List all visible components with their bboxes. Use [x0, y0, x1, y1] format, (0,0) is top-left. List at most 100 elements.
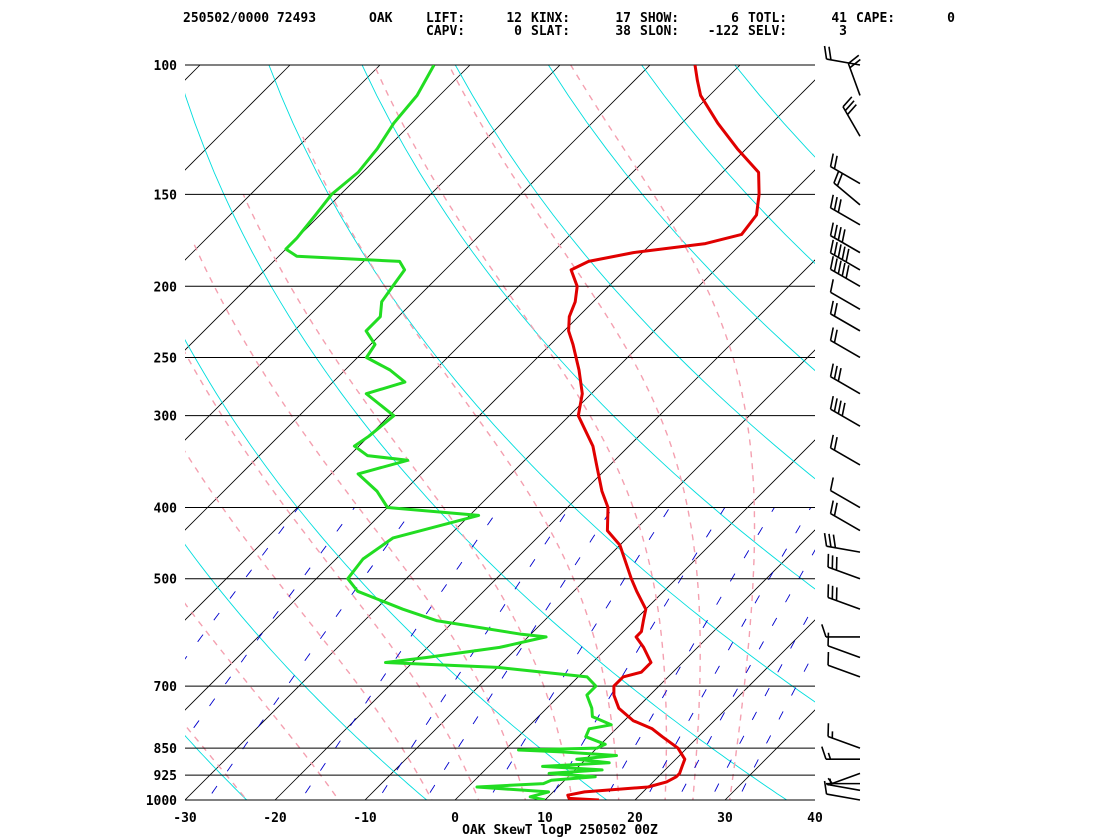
dry-adiabat-line [185, 338, 608, 800]
wind-barb-staff [847, 63, 861, 96]
temperature-tick-label: 30 [717, 811, 733, 826]
wind-barb-feather [837, 244, 842, 258]
wind-barb-feather [841, 402, 846, 417]
wind-barb [829, 153, 861, 185]
wind-barbs [821, 45, 861, 801]
wind-barb-feather [821, 624, 827, 638]
isotherm-line [185, 65, 471, 351]
dry-adiabat-line [185, 735, 248, 800]
mixing-ratio-line [424, 507, 614, 800]
isotherm-line [634, 619, 815, 800]
pressure-tick-label: 150 [154, 188, 178, 203]
index-label-cape: CAPE: [856, 11, 895, 26]
wind-barb [829, 477, 861, 509]
wind-barb [833, 170, 861, 206]
index-label-show: SHOW: [640, 11, 679, 26]
moist-adiabat-line [242, 194, 573, 800]
isobar-lines [185, 64, 815, 801]
wind-barb-feather [823, 45, 828, 60]
wind-barb-half-feather [827, 777, 833, 784]
wind-barb-staff [827, 566, 861, 580]
mixing-ratio-line [487, 507, 671, 800]
wind-barb-staff [827, 772, 861, 786]
index-label-kinx: KINX: [531, 11, 570, 26]
wind-barb-feather [823, 532, 828, 547]
index-value-show: 6 [731, 11, 739, 26]
moist-adiabat-line [193, 243, 527, 800]
wind-barb [829, 256, 861, 287]
wind-barb-feather [828, 533, 832, 548]
wind-barb [829, 300, 861, 332]
wind-barb-feather [847, 54, 860, 65]
wind-barb-feather [837, 226, 842, 241]
wind-barb-feather [829, 395, 835, 410]
wind-barb-feather [837, 367, 842, 382]
temperature-tick-label: 20 [627, 811, 643, 826]
wind-barb-feather [837, 260, 842, 274]
dry-adiabat-line [921, 65, 1120, 816]
mixing-ratio-line [549, 507, 726, 800]
wind-barb [821, 746, 860, 760]
pressure-tick-label: 925 [154, 769, 177, 784]
moist-adiabat-line [448, 65, 701, 800]
dry-adiabat-line [185, 543, 428, 800]
temperature-tick-labels: -30 -20 -10 0 10 20 30 40 [173, 811, 823, 826]
wind-barb-staff [830, 339, 861, 359]
wind-barb [821, 624, 860, 638]
wind-barb [829, 194, 861, 226]
wind-barb [827, 553, 861, 580]
wind-barb-staff [830, 375, 861, 395]
wind-barb-feather [836, 173, 844, 187]
wind-barb-staff [826, 783, 861, 792]
thermodynamic-background [0, 65, 1120, 816]
wind-barb [827, 651, 861, 678]
wind-barb-feather [829, 279, 835, 293]
moist-adiabat-line [185, 351, 480, 800]
wind-barb-staff [827, 645, 861, 659]
isotherm-line [454, 439, 815, 800]
wind-barb-feather [833, 365, 838, 380]
pressure-tick-label: 500 [154, 573, 178, 588]
mixing-ratio-line [300, 507, 500, 800]
dry-adiabat-line [268, 65, 815, 703]
wind-barb-staff [830, 512, 861, 532]
pressure-tick-label: 100 [154, 59, 178, 74]
wind-barb-staff [830, 165, 861, 185]
wind-barb [829, 279, 861, 311]
dry-adiabat-line [641, 65, 815, 265]
wind-barb [823, 532, 861, 553]
index-label-slon: SLON: [640, 24, 679, 39]
wind-barb-feather [829, 239, 835, 254]
wind-barb [827, 632, 861, 659]
wind-barb-feather [829, 256, 835, 270]
isotherm-line [185, 169, 815, 800]
pressure-tick-label: 250 [154, 351, 178, 366]
wind-barb-staff [830, 489, 861, 509]
wind-barb-feather [829, 327, 835, 341]
isotherm-line [0, 65, 20, 800]
moist-adiabat-line [373, 65, 668, 800]
wind-barb-feather [846, 104, 857, 116]
temperature-tick-label: 40 [807, 811, 823, 826]
index-value-totl: 41 [831, 11, 847, 26]
isotherm-line [185, 79, 815, 711]
index-value-slon: -122 [708, 24, 739, 39]
wind-barb-feather [833, 436, 838, 451]
wind-barb [829, 500, 861, 532]
moist-adiabat-line [185, 450, 433, 800]
wind-barb [847, 54, 861, 96]
wind-barb [827, 772, 861, 786]
wind-barb-staff [830, 268, 861, 287]
wind-barb [823, 45, 861, 66]
wind-barb [842, 96, 861, 137]
pressure-tick-label: 200 [154, 280, 178, 295]
wind-barb-staff [827, 596, 861, 610]
isotherm-line [814, 799, 815, 800]
isotherm-line [364, 349, 815, 800]
wind-barb-feather [829, 477, 835, 491]
wind-barb [829, 434, 861, 466]
temperature-tick-label: 0 [451, 811, 459, 826]
wind-barb-feather [841, 229, 846, 243]
wind-barb-staff [827, 735, 861, 749]
